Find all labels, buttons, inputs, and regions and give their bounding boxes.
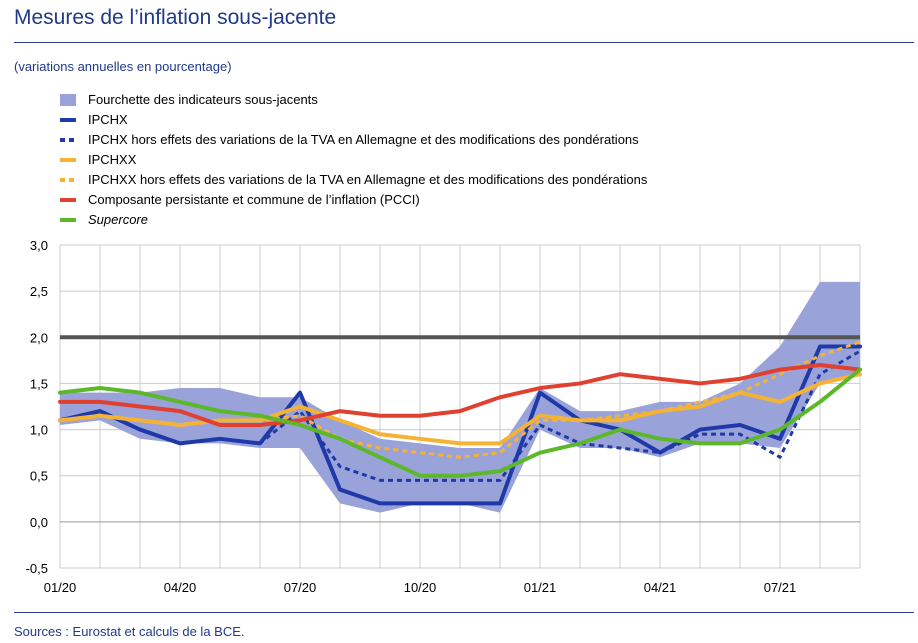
- y-tick-label: 0,5: [30, 469, 48, 484]
- line-chart: -0,5 0,0 0,5 1,0 1,5 2,0 2,5 3,0 01/20 04/20 07/20…: [26, 238, 862, 595]
- x-tick-label: 07/20: [284, 580, 317, 595]
- legend-swatch-ipchx: [60, 110, 76, 130]
- x-tick-label: 04/21: [644, 580, 677, 595]
- y-tick-label: 1,0: [30, 423, 48, 438]
- legend-swatch-supercore: [60, 210, 76, 230]
- series-line-3: [59, 340, 861, 459]
- series-line-0: [58, 344, 862, 506]
- y-tick-label: 1,5: [30, 376, 48, 391]
- chart-subtitle: (variations annuelles en pourcentage): [14, 59, 232, 74]
- series-line-2: [58, 372, 862, 446]
- legend-label-ipchx-adj: IPCHX hors effets des variations de la T…: [88, 132, 639, 147]
- x-tick-label: 01/20: [44, 580, 77, 595]
- legend-item-supercore: Supercore: [60, 210, 647, 230]
- legend-swatch-ipchxx-adj: [60, 170, 76, 190]
- y-tick-label: 3,0: [30, 238, 48, 253]
- x-tick-label: 07/21: [764, 580, 797, 595]
- legend-item-ipchx-adj: IPCHX hors effets des variations de la T…: [60, 130, 647, 150]
- y-tick-label: 2,0: [30, 330, 48, 345]
- legend-swatch-pcci: [60, 190, 76, 210]
- series-line-1: [59, 349, 861, 482]
- legend-item-ipchxx: IPCHXX: [60, 150, 647, 170]
- y-tick-label: 0,0: [30, 515, 48, 530]
- footer-rule: [14, 612, 914, 613]
- legend-swatch-ipchx-adj: [60, 130, 76, 150]
- legend-label-ipchxx: IPCHXX: [88, 152, 137, 167]
- legend-label-band: Fourchette des indicateurs sous-jacents: [88, 92, 318, 107]
- x-tick-label: 01/21: [524, 580, 557, 595]
- x-tick-label: 10/20: [404, 580, 437, 595]
- legend-swatch-ipchxx: [60, 150, 76, 170]
- legend-item-band: Fourchette des indicateurs sous-jacents: [60, 90, 647, 110]
- legend-item-ipchx: IPCHX: [60, 110, 647, 130]
- title-rule: [14, 42, 914, 43]
- range-band: [60, 281, 860, 513]
- legend-item-pcci: Composante persistante et commune de l’i…: [60, 190, 647, 210]
- x-tick-label: 04/20: [164, 580, 197, 595]
- source-note: Sources : Eurostat et calculs de la BCE.: [14, 624, 245, 639]
- legend: Fourchette des indicateurs sous-jacents …: [60, 90, 647, 230]
- legend-swatch-band: [60, 90, 76, 110]
- series-line-5: [58, 367, 862, 478]
- legend-label-pcci: Composante persistante et commune de l’i…: [88, 192, 420, 207]
- y-tick-label: -0,5: [26, 561, 48, 576]
- chart-title: Mesures de l’inflation sous-jacente: [14, 6, 337, 29]
- series-line-4: [58, 362, 862, 427]
- legend-label-ipchxx-adj: IPCHXX hors effets des variations de la …: [88, 172, 648, 187]
- y-tick-label: 2,5: [30, 284, 48, 299]
- legend-item-ipchxx-adj: IPCHXX hors effets des variations de la …: [60, 170, 647, 190]
- legend-label-ipchx: IPCHX: [88, 112, 128, 127]
- legend-label-supercore: Supercore: [88, 212, 148, 227]
